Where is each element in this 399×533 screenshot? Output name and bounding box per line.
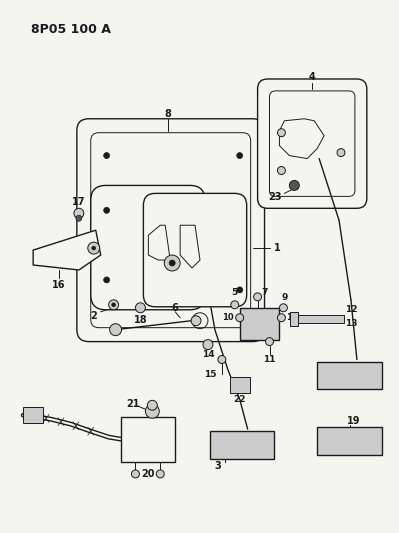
Polygon shape xyxy=(180,225,200,268)
Circle shape xyxy=(104,207,110,213)
Circle shape xyxy=(203,340,213,350)
Bar xyxy=(294,315,344,322)
Polygon shape xyxy=(148,225,170,260)
Circle shape xyxy=(289,181,299,190)
Text: 11: 11 xyxy=(263,355,276,364)
Circle shape xyxy=(145,404,159,418)
Text: 16: 16 xyxy=(52,280,66,290)
Text: 4: 4 xyxy=(309,72,316,82)
Text: 17: 17 xyxy=(72,197,86,207)
Text: 12: 12 xyxy=(345,305,357,314)
Circle shape xyxy=(110,324,122,336)
Text: 10: 10 xyxy=(286,313,297,322)
Circle shape xyxy=(112,303,116,307)
Bar xyxy=(317,427,382,455)
Text: 19: 19 xyxy=(347,416,361,426)
Text: 5: 5 xyxy=(232,288,238,297)
Bar xyxy=(290,312,298,326)
Text: 14: 14 xyxy=(201,350,214,359)
FancyBboxPatch shape xyxy=(143,193,247,307)
Text: 1: 1 xyxy=(274,243,281,253)
Circle shape xyxy=(132,470,139,478)
Circle shape xyxy=(279,304,287,312)
Circle shape xyxy=(277,166,285,174)
Circle shape xyxy=(231,301,239,309)
Bar xyxy=(230,377,250,393)
Polygon shape xyxy=(279,119,324,158)
Text: 18: 18 xyxy=(134,314,147,325)
Circle shape xyxy=(109,300,119,310)
Text: 21: 21 xyxy=(127,399,140,409)
Circle shape xyxy=(191,316,201,326)
Circle shape xyxy=(337,149,345,157)
Circle shape xyxy=(254,293,262,301)
Circle shape xyxy=(237,287,243,293)
Bar xyxy=(23,407,43,423)
Text: 8P05 100 A: 8P05 100 A xyxy=(31,23,111,36)
Circle shape xyxy=(104,277,110,283)
Circle shape xyxy=(74,208,84,218)
Circle shape xyxy=(266,337,273,345)
Circle shape xyxy=(104,152,110,158)
Bar xyxy=(317,361,382,389)
Text: 13: 13 xyxy=(345,319,357,328)
Circle shape xyxy=(218,356,226,364)
Circle shape xyxy=(135,303,145,313)
Text: 6: 6 xyxy=(172,303,178,313)
Circle shape xyxy=(164,255,180,271)
Circle shape xyxy=(237,152,243,158)
FancyBboxPatch shape xyxy=(258,79,367,208)
Circle shape xyxy=(147,400,157,410)
Circle shape xyxy=(156,470,164,478)
Bar xyxy=(240,308,279,340)
Circle shape xyxy=(92,246,96,250)
Text: 20: 20 xyxy=(142,469,155,479)
Polygon shape xyxy=(33,230,101,270)
Bar xyxy=(210,431,275,459)
Text: 9: 9 xyxy=(281,293,288,302)
Text: 7: 7 xyxy=(261,288,268,297)
Bar xyxy=(120,417,175,462)
Circle shape xyxy=(76,215,82,221)
FancyBboxPatch shape xyxy=(91,185,205,310)
Text: 15: 15 xyxy=(203,370,216,379)
Circle shape xyxy=(88,242,100,254)
Circle shape xyxy=(277,129,285,136)
Circle shape xyxy=(169,260,175,266)
Text: 22: 22 xyxy=(233,395,246,404)
Text: 8: 8 xyxy=(165,109,172,119)
Text: 2: 2 xyxy=(90,311,97,321)
Circle shape xyxy=(236,314,244,322)
Circle shape xyxy=(277,314,285,322)
Text: 10: 10 xyxy=(222,313,233,322)
Text: 3: 3 xyxy=(215,461,221,471)
FancyBboxPatch shape xyxy=(77,119,265,342)
Text: 23: 23 xyxy=(269,192,282,203)
